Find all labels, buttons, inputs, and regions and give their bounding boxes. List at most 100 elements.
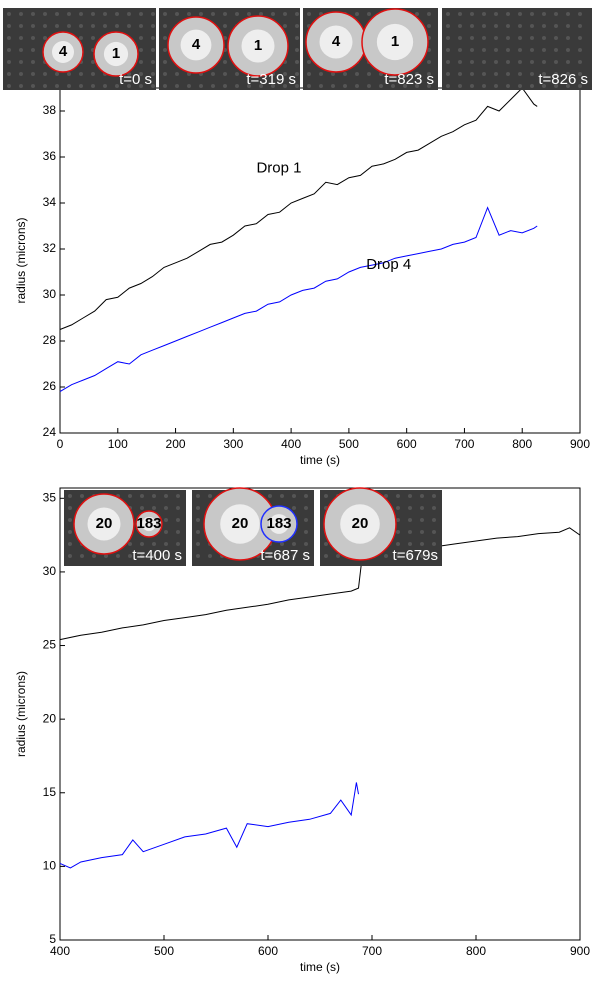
inset-texture: [482, 48, 486, 52]
inset-texture: [427, 12, 431, 16]
drop-label: 1: [391, 33, 399, 50]
inset-texture: [128, 494, 132, 498]
y-tick-label: 32: [43, 241, 57, 255]
drop-core: [103, 41, 129, 67]
inset-texture: [458, 84, 462, 88]
inset-texture: [408, 518, 412, 522]
inset-texture: [578, 12, 582, 16]
y-tick-label: 26: [43, 379, 57, 393]
inset-time: t=823 s: [384, 71, 434, 88]
inset-texture: [151, 60, 155, 64]
inset-texture: [292, 554, 296, 558]
inset-texture: [31, 72, 35, 76]
inset-texture: [295, 84, 299, 88]
inset-texture: [432, 506, 436, 510]
inset-texture: [304, 518, 308, 522]
inset-texture: [427, 84, 431, 88]
inset-texture: [31, 48, 35, 52]
series-label: Drop 1: [256, 159, 301, 176]
inset-texture: [403, 84, 407, 88]
inset-texture: [506, 60, 510, 64]
y-axis-label: radius (microns): [14, 671, 28, 757]
x-tick-label: 300: [223, 437, 243, 451]
inset-texture: [223, 60, 227, 64]
x-tick-label: 500: [154, 944, 174, 958]
inset-texture: [140, 506, 144, 510]
inset-texture: [116, 554, 120, 558]
inset-texture: [7, 36, 11, 40]
inset-texture: [79, 72, 83, 76]
inset-texture: [470, 24, 474, 28]
inset-texture: [554, 36, 558, 40]
inset-texture: [127, 24, 131, 28]
inset-texture: [506, 84, 510, 88]
inset-texture: [458, 72, 462, 76]
inset-texture: [31, 36, 35, 40]
inset-texture: [432, 542, 436, 546]
inset-texture: [79, 24, 83, 28]
inset-texture: [31, 60, 35, 64]
inset-texture: [482, 72, 486, 76]
drop-core: [241, 29, 275, 63]
inset-texture: [506, 12, 510, 16]
inset-texture: [420, 554, 424, 558]
inset-texture: [427, 24, 431, 28]
drop-label: 4: [332, 33, 341, 50]
x-tick-label: 900: [570, 437, 590, 451]
inset-time: t=687 s: [260, 547, 310, 564]
inset-texture: [280, 554, 284, 558]
y-tick-label: 20: [43, 711, 57, 725]
inset-texture: [91, 36, 95, 40]
drop-core: [376, 23, 414, 61]
inset-texture: [408, 554, 412, 558]
inset-texture: [91, 12, 95, 16]
x-axis-label: time (s): [300, 453, 340, 467]
inset-texture: [554, 48, 558, 52]
inset-texture: [91, 72, 95, 76]
inset-texture: [196, 506, 200, 510]
inset-texture: [542, 48, 546, 52]
inset-texture: [578, 36, 582, 40]
inset-texture: [446, 36, 450, 40]
inset-texture: [175, 72, 179, 76]
inset-texture: [542, 24, 546, 28]
inset-texture: [176, 530, 180, 534]
inset-texture: [415, 72, 419, 76]
x-tick-label: 800: [512, 437, 532, 451]
inset-texture: [470, 36, 474, 40]
inset-texture: [280, 494, 284, 498]
inset-texture: [446, 72, 450, 76]
inset-texture: [7, 72, 11, 76]
x-tick-label: 100: [108, 437, 128, 451]
y-tick-label: 15: [43, 785, 57, 799]
inset-time: t=826 s: [538, 71, 588, 88]
inset-texture: [355, 84, 359, 88]
inset-texture: [470, 12, 474, 16]
drop-core: [340, 504, 380, 544]
inset-texture: [79, 36, 83, 40]
inset-texture: [199, 84, 203, 88]
inset-texture: [68, 518, 72, 522]
y-tick-label: 38: [43, 103, 57, 117]
inset-texture: [139, 24, 143, 28]
inset-texture: [115, 84, 119, 88]
x-tick-label: 600: [258, 944, 278, 958]
inset-texture: [432, 530, 436, 534]
inset-texture: [176, 518, 180, 522]
inset-texture: [554, 60, 558, 64]
inset-texture: [292, 542, 296, 546]
inset-texture: [518, 60, 522, 64]
inset-texture: [211, 72, 215, 76]
inset-texture: [55, 24, 59, 28]
inset-texture: [271, 12, 275, 16]
inset-texture: [176, 554, 180, 558]
inset-texture: [494, 12, 498, 16]
inset-texture: [331, 84, 335, 88]
y-tick-label: 28: [43, 333, 57, 347]
inset-texture: [283, 72, 287, 76]
drop-core: [87, 507, 121, 541]
inset-texture: [283, 12, 287, 16]
inset-texture: [506, 72, 510, 76]
inset-texture: [566, 60, 570, 64]
inset-texture: [152, 494, 156, 498]
